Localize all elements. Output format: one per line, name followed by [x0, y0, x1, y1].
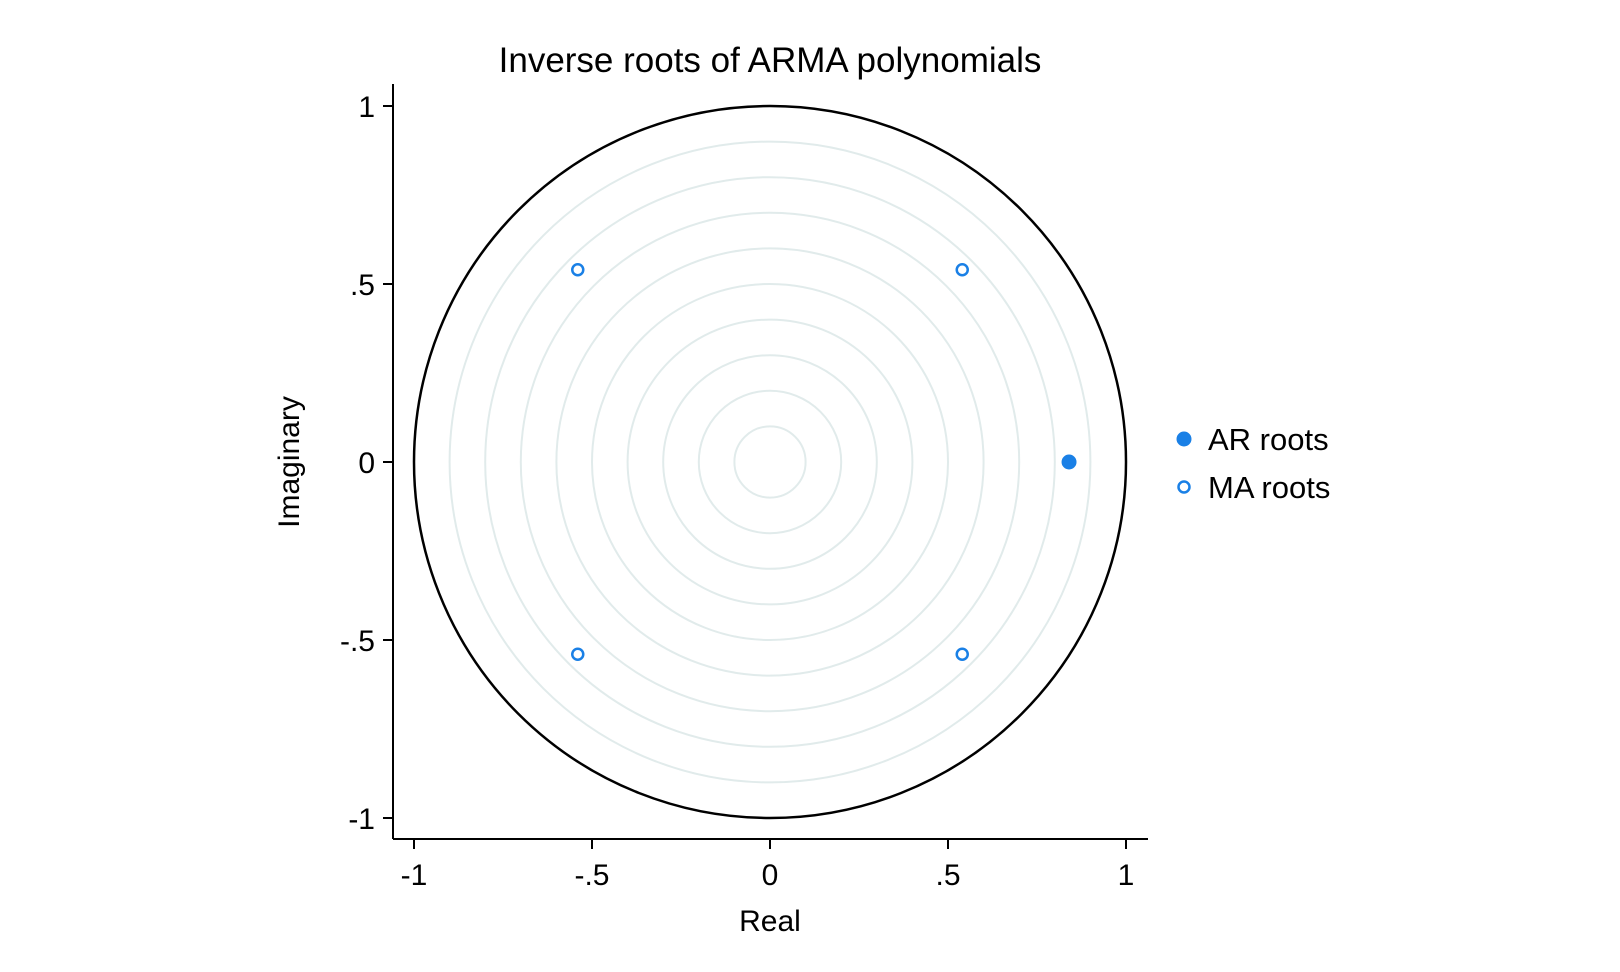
grid-circle-5 — [591, 283, 949, 641]
ma-root-point-4 — [955, 647, 969, 661]
ma-root-point-1 — [955, 263, 969, 277]
grid-circle-3 — [662, 354, 878, 570]
y-tick-label-1: -.5 — [340, 625, 375, 658]
legend: AR roots MA roots — [1176, 422, 1330, 505]
x-tick-label-1: -.5 — [574, 859, 609, 892]
x-tick-label-2: 0 — [762, 859, 779, 892]
grid-circle-4 — [626, 318, 914, 606]
y-axis-title: Imaginary — [273, 396, 306, 528]
grid-circle-2 — [697, 389, 843, 535]
x-tick-label-0: -1 — [401, 859, 428, 892]
grid-circles — [448, 140, 1092, 784]
chart-title: Inverse roots of ARMA polynomials — [499, 41, 1042, 80]
legend-marker-1 — [1176, 431, 1192, 447]
x-axis-title: Real — [739, 905, 801, 938]
legend-label-1: AR roots — [1208, 422, 1329, 457]
ma-root-point-3 — [571, 647, 585, 661]
legend-label-2: MA roots — [1208, 470, 1330, 505]
grid-circle-7 — [519, 211, 1021, 713]
axes: -1 -.5 0 .5 1 -1 -.5 0 .5 1 — [340, 84, 1148, 892]
grid-circle-6 — [555, 247, 985, 677]
y-tick-label-2: 0 — [358, 447, 375, 480]
y-tick-label-4: 1 — [358, 91, 375, 124]
y-tick-label-3: .5 — [350, 269, 375, 302]
grid-circle-9 — [448, 140, 1092, 784]
y-tick-label-0: -1 — [348, 803, 375, 836]
legend-marker-2 — [1177, 480, 1191, 494]
ar-root-point-1 — [1061, 454, 1077, 470]
root-points — [571, 263, 1077, 661]
unit-circle — [412, 104, 1128, 820]
x-tick-label-4: 1 — [1118, 859, 1135, 892]
x-tick-label-3: .5 — [935, 859, 960, 892]
grid-circle-8 — [484, 176, 1056, 748]
ma-root-point-2 — [571, 263, 585, 277]
grid-circle-1 — [733, 425, 807, 499]
